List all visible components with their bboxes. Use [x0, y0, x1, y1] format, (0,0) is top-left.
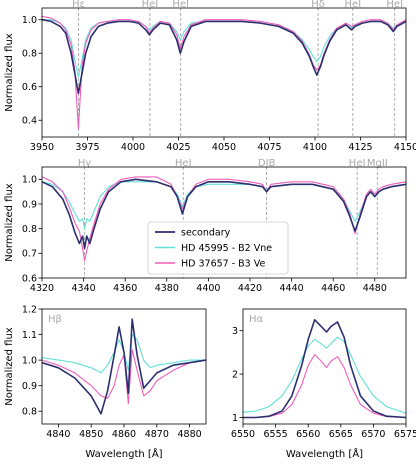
x-tick-label-1: 4340 — [72, 283, 96, 294]
line-marker-label-3: Hδ — [311, 0, 325, 10]
plot-frame — [242, 308, 407, 425]
x-tick-label-2: 4860 — [112, 429, 136, 440]
panel-top: Hε HeI HeI Hδ HeI HeI 3950 3975 4000 4025 4050 4075… — [4, 0, 416, 153]
y-tick-label-0: 0.6 — [22, 273, 37, 284]
x-tick-label-7: 4460 — [321, 283, 345, 294]
x-tick-label-0: 6550 — [231, 429, 255, 440]
series-group — [42, 318, 206, 415]
series-group — [243, 318, 406, 419]
y-tick-label-2: 0.8 — [22, 49, 37, 60]
x-tick-label-4: 4400 — [196, 283, 220, 294]
x-tick-label-6: 4440 — [280, 283, 304, 294]
series-group — [42, 176, 406, 262]
legend-entry-1: HD 45995 - B2 Vne — [181, 243, 272, 254]
line-marker-label-0: Hε — [72, 0, 85, 10]
plot-frame — [41, 166, 407, 279]
x-tick-label-2: 6560 — [296, 429, 320, 440]
series-line-0 — [42, 318, 206, 415]
x-tick-label-1: 6555 — [264, 429, 288, 440]
x-tick-label-3: 4025 — [166, 142, 190, 153]
x-tick-label-5: 6575 — [394, 429, 416, 440]
line-marker-label-3: HeI — [349, 158, 366, 169]
line-marker-label-4: MgII — [367, 158, 388, 169]
x-tick-label-6: 4100 — [303, 142, 327, 153]
series-line-1 — [42, 334, 206, 374]
y-tick-label-3: 0.9 — [22, 199, 37, 210]
plot-frame — [41, 7, 407, 138]
panel-bottom-right-halpha: 6550 6555 6560 6565 6570 6575 1 2 3 Wavelength [Å… — [231, 308, 416, 460]
line-marker-label-1: HeI — [175, 158, 192, 169]
x-tick-label-7: 4125 — [348, 142, 372, 153]
series-group — [42, 15, 406, 130]
x-tick-label-4: 4880 — [178, 429, 202, 440]
y-tick-label-2: 0.8 — [22, 224, 37, 235]
y-axis-label: Normalized flux — [4, 327, 15, 406]
y-tick-label-4: 1.2 — [22, 304, 37, 315]
x-tick-label-2: 4000 — [121, 142, 145, 153]
x-tick-label-4: 6570 — [361, 429, 385, 440]
y-tick-label-0: 1 — [232, 413, 238, 424]
panel-label: Hβ — [48, 314, 62, 325]
x-tick-label-1: 3975 — [75, 142, 99, 153]
series-line-0 — [243, 318, 406, 419]
x-tick-label-5: 4420 — [238, 283, 262, 294]
y-tick-label-3: 1.0 — [22, 15, 37, 26]
y-axis-label: Normalized flux — [4, 183, 15, 262]
x-tick-label-8: 4480 — [363, 283, 387, 294]
series-line-2 — [243, 354, 406, 419]
y-tick-label-2: 1.0 — [22, 355, 37, 366]
x-axis-label: Wavelength [Å] — [85, 447, 162, 460]
line-marker-label-4: HeI — [345, 0, 362, 10]
x-tick-label-4: 4050 — [212, 142, 236, 153]
series-line-0 — [42, 178, 406, 250]
y-tick-label-0: 0.4 — [22, 116, 37, 127]
series-line-0 — [42, 18, 406, 95]
x-tick-label-5: 4075 — [257, 142, 281, 153]
y-tick-label-2: 3 — [232, 326, 238, 337]
y-tick-label-1: 0.7 — [22, 249, 37, 260]
y-tick-label-3: 1.1 — [22, 330, 37, 341]
line-marker-label-2: HeI — [172, 0, 189, 10]
y-tick-label-4: 1.0 — [22, 175, 37, 186]
y-tick-label-0: 0.8 — [22, 407, 37, 418]
y-tick-label-1: 0.6 — [22, 82, 37, 93]
series-line-2 — [42, 15, 406, 130]
legend-entry-2: HD 37657 - B3 Ve — [181, 259, 266, 270]
panel-bottom-left-hbeta: 4840 4850 4860 4870 4880 0.8 0.9 1.0 1.1 1.2 Norma… — [4, 304, 207, 460]
x-tick-label-0: 4840 — [46, 429, 70, 440]
legend-entry-0: secondary — [181, 228, 231, 239]
x-tick-label-3: 6565 — [329, 429, 353, 440]
x-tick-label-3: 4380 — [155, 283, 179, 294]
line-marker-label-5: HeI — [386, 0, 403, 10]
legend-box — [147, 221, 289, 275]
x-tick-label-1: 4850 — [79, 429, 103, 440]
y-axis-label: Normalized flux — [4, 33, 15, 112]
y-tick-label-1: 0.9 — [22, 381, 37, 392]
x-tick-label-2: 4360 — [113, 283, 137, 294]
series-line-1 — [243, 336, 406, 414]
y-tick-label-1: 2 — [232, 369, 238, 380]
x-tick-label-0: 4320 — [30, 283, 54, 294]
panel-label: Hα — [249, 314, 264, 325]
line-marker-label-0: Hγ — [78, 158, 92, 169]
x-axis-label: Wavelength [Å] — [286, 447, 363, 460]
x-tick-label-3: 4870 — [145, 429, 169, 440]
x-tick-label-0: 3950 — [30, 142, 54, 153]
line-marker-label-1: HeI — [142, 0, 159, 10]
line-marker-label-2: DIB — [258, 158, 276, 169]
x-tick-label-8: 4150 — [394, 142, 416, 153]
